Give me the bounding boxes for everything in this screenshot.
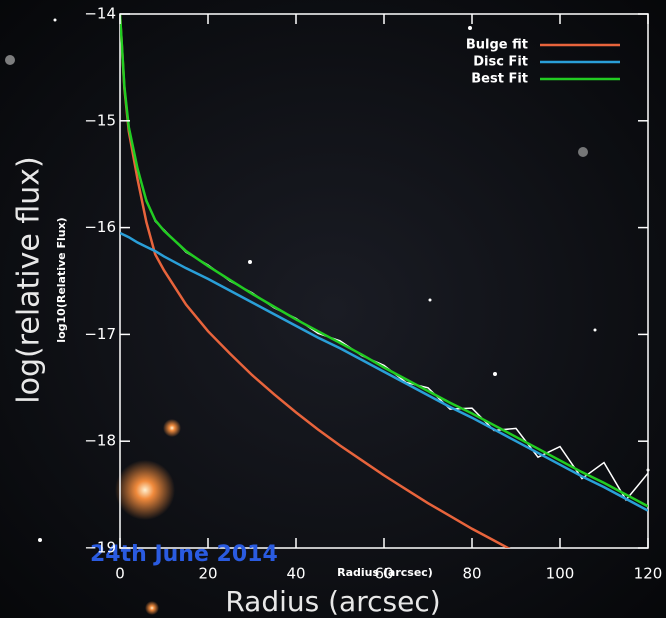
legend-label: Bulge fit [466, 38, 528, 53]
y-tick-label: −17 [84, 325, 116, 343]
y-tick-label: −15 [84, 111, 116, 129]
legend-label: Disc Fit [473, 55, 528, 70]
x-tick-label: 0 [115, 565, 125, 583]
x-tick-label: 120 [634, 565, 663, 583]
plot-area [120, 14, 648, 548]
x-tick-label: 80 [462, 565, 481, 583]
y-axis-title-inner: log10(Relative Flux) [55, 217, 68, 342]
y-axis-title: log(relative flux) [12, 156, 47, 404]
y-tick-label: −19 [84, 539, 116, 557]
x-tick-label: 40 [286, 565, 305, 583]
fit-line [120, 14, 648, 508]
x-tick-label: 20 [198, 565, 217, 583]
legend-label: Best Fit [471, 72, 528, 87]
x-tick-label: 100 [546, 565, 575, 583]
y-tick-label: −16 [84, 218, 116, 236]
x-axis-title-inner: Radius (arcsec) [337, 566, 433, 579]
y-tick-label: −18 [84, 432, 116, 450]
y-tick-label: −14 [84, 5, 116, 23]
fit-line [120, 14, 511, 548]
x-tick-label: 60 [374, 565, 393, 583]
fit-line [120, 231, 648, 512]
x-axis-title: Radius (arcsec) [225, 585, 440, 618]
annotation: 24th June 2014 [90, 542, 278, 567]
